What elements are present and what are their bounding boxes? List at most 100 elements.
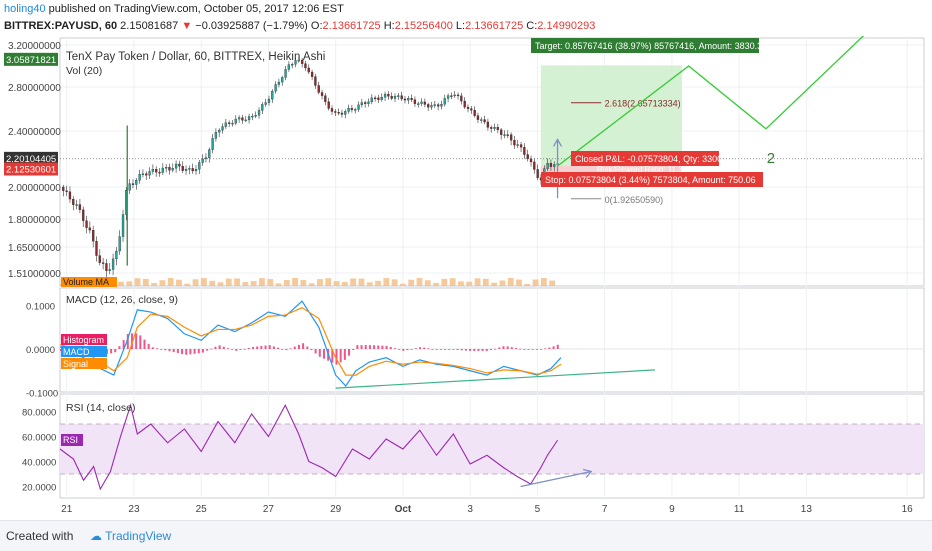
candle-body bbox=[337, 112, 340, 114]
signal-line bbox=[59, 306, 562, 376]
macd-histogram-bar bbox=[427, 348, 430, 350]
candle-body bbox=[108, 269, 111, 271]
fib-level-label: 2.618(2.65713334) bbox=[605, 99, 681, 109]
macd-histogram-bar bbox=[122, 340, 125, 349]
close-value: 2.14990293 bbox=[537, 20, 596, 32]
macd-histogram-bar bbox=[289, 348, 292, 350]
candle-body bbox=[536, 169, 539, 178]
candle-body bbox=[138, 174, 141, 181]
macd-legend-box bbox=[61, 358, 107, 369]
volume-bar bbox=[499, 280, 506, 286]
candle-body bbox=[529, 158, 533, 163]
candle-body bbox=[174, 163, 178, 169]
macd-histogram-bar bbox=[418, 347, 421, 349]
candle-body bbox=[470, 108, 473, 111]
candle-body bbox=[307, 67, 310, 73]
candle-body bbox=[320, 92, 324, 96]
macd-histogram-bar bbox=[448, 349, 451, 350]
candle-body bbox=[300, 59, 304, 64]
high-label: H: bbox=[383, 20, 395, 32]
macd-histogram-bar bbox=[222, 346, 225, 349]
candle-body bbox=[287, 64, 291, 70]
macd-histogram-bar bbox=[393, 348, 396, 350]
volume-bar bbox=[151, 283, 158, 286]
volume-bar bbox=[234, 278, 240, 286]
macd-histogram-bar bbox=[381, 345, 384, 349]
macd-histogram-bar bbox=[368, 345, 371, 349]
macd-histogram-bar bbox=[456, 349, 459, 351]
candle-body bbox=[237, 117, 241, 120]
macd-histogram-bar bbox=[310, 349, 313, 350]
volume-bar bbox=[383, 278, 390, 286]
x-tick-label: 11 bbox=[734, 504, 745, 515]
macd-histogram-bar bbox=[552, 346, 555, 349]
macd-title: MACD (12, 26, close, 9) bbox=[66, 294, 178, 306]
volume-bar bbox=[507, 278, 514, 286]
down-triangle-icon: ▼ bbox=[181, 20, 193, 32]
candle-body bbox=[393, 96, 397, 99]
candle-body bbox=[267, 98, 271, 103]
tradingview-brand[interactable]: ☁ TradingView bbox=[90, 529, 171, 543]
candle-body bbox=[440, 104, 443, 107]
candle-body bbox=[271, 90, 274, 100]
chart-canvas[interactable]: 21 23 25 27 29 Oct 3 5 7 9 11 13 16 3.20000000 2.80000… bbox=[0, 36, 932, 520]
macd-histogram-bar bbox=[373, 345, 376, 349]
projection-path bbox=[557, 36, 865, 167]
candle-body bbox=[340, 112, 344, 115]
candle-body bbox=[506, 134, 509, 136]
rsi-arrow-head bbox=[583, 468, 593, 478]
candle-body bbox=[274, 84, 277, 92]
macd-histogram-bar bbox=[264, 345, 267, 349]
macd-tick-label: -0.1000 bbox=[26, 389, 58, 400]
closed-label-box bbox=[571, 151, 719, 166]
candle-body bbox=[553, 164, 556, 167]
macd-histogram-bar bbox=[252, 346, 255, 349]
volume-bar bbox=[159, 280, 166, 286]
rsi-arrow bbox=[520, 470, 592, 488]
macd-histogram-bar bbox=[181, 349, 184, 355]
volume-bar bbox=[333, 281, 340, 286]
candle-body bbox=[98, 255, 101, 263]
macd-histogram-bar bbox=[489, 349, 492, 351]
volume-bar bbox=[325, 278, 332, 286]
username-link[interactable]: holing40 bbox=[4, 3, 46, 15]
volume-bar bbox=[250, 281, 257, 286]
candle-body bbox=[443, 98, 446, 105]
candle-body bbox=[105, 263, 108, 271]
candle-body bbox=[261, 104, 264, 111]
candle-body bbox=[526, 154, 529, 159]
macd-histogram-bar bbox=[268, 345, 271, 349]
volume-label: Vol (20) bbox=[66, 65, 102, 77]
volume-bar bbox=[408, 279, 415, 286]
candle-body bbox=[92, 230, 95, 242]
candle-body bbox=[188, 168, 191, 170]
candle-body bbox=[214, 132, 218, 139]
candle-body bbox=[121, 214, 125, 237]
candle-body bbox=[387, 93, 390, 97]
macd-histogram-bar bbox=[277, 347, 280, 349]
macd-histogram-bar bbox=[197, 349, 200, 354]
candle-body bbox=[500, 129, 503, 135]
volume-bar bbox=[524, 283, 531, 286]
rsi-title: RSI (14, close) bbox=[66, 402, 135, 414]
candle-body bbox=[446, 95, 450, 99]
candle-body bbox=[221, 126, 224, 131]
macd-histogram-bar bbox=[135, 333, 138, 349]
candle-body bbox=[228, 122, 231, 124]
candle-body bbox=[251, 115, 254, 118]
candle-body bbox=[503, 134, 506, 136]
price-badge-label: 3.05871821 bbox=[6, 55, 56, 66]
candle-body bbox=[519, 144, 523, 148]
volume-bar bbox=[192, 279, 199, 286]
macd-histogram-bar bbox=[385, 345, 388, 349]
candle-body bbox=[380, 97, 383, 100]
price-arrow-head bbox=[552, 138, 563, 147]
candle-body bbox=[480, 119, 483, 121]
candle-body bbox=[145, 173, 148, 176]
price-badge-label: 2.12530601 bbox=[6, 165, 56, 176]
candle-body bbox=[62, 186, 65, 191]
candle-body bbox=[546, 163, 549, 169]
price-tick-label: 2.00000000 bbox=[8, 183, 61, 194]
price-badge-label: 2.20104405 bbox=[6, 154, 56, 165]
macd-histogram-bar bbox=[297, 344, 300, 349]
